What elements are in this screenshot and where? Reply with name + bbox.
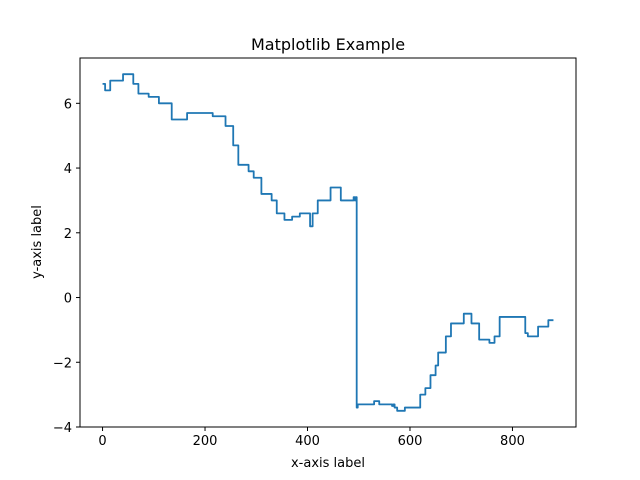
x-tick-label: 800 — [500, 434, 525, 449]
y-tick-label: 0 — [64, 292, 72, 307]
y-tick-label: −2 — [53, 356, 72, 371]
x-tick-label: 200 — [193, 434, 218, 449]
y-tick-label: 6 — [64, 97, 72, 112]
x-tick-label: 0 — [98, 434, 106, 449]
x-tick-label: 600 — [398, 434, 423, 449]
y-tick-label: −4 — [53, 421, 72, 436]
x-axis-label: x-axis label — [291, 456, 365, 471]
chart-title: Matplotlib Example — [251, 35, 405, 54]
y-tick-label: 2 — [64, 227, 72, 242]
x-tick-label: 400 — [295, 434, 320, 449]
axes-frame — [79, 57, 577, 428]
y-axis-label: y-axis label — [30, 205, 45, 279]
x-axis: 0 200 400 600 800 — [98, 427, 525, 449]
y-axis: −4 −2 0 2 4 6 — [53, 97, 80, 436]
plot-area — [102, 73, 554, 412]
data-series-line — [102, 73, 554, 412]
y-tick-label: 4 — [64, 162, 72, 177]
